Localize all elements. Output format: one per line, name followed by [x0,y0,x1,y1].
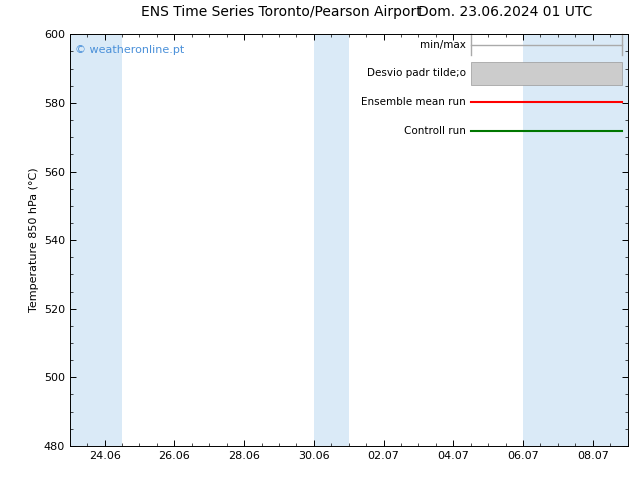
Text: min/max: min/max [420,40,466,49]
Text: Controll run: Controll run [404,126,466,136]
Text: ENS Time Series Toronto/Pearson Airport: ENS Time Series Toronto/Pearson Airport [141,5,422,19]
Bar [523,34,628,446]
Bar [314,34,349,446]
Bar [70,34,122,446]
Bar [472,62,622,85]
Text: Desvio padr tilde;o: Desvio padr tilde;o [367,69,466,78]
Text: Dom. 23.06.2024 01 UTC: Dom. 23.06.2024 01 UTC [418,5,592,19]
Text: © weatheronline.pt: © weatheronline.pt [75,45,184,54]
Text: Ensemble mean run: Ensemble mean run [361,97,466,107]
Y-axis label: Temperature 850 hPa (°C): Temperature 850 hPa (°C) [29,168,39,313]
